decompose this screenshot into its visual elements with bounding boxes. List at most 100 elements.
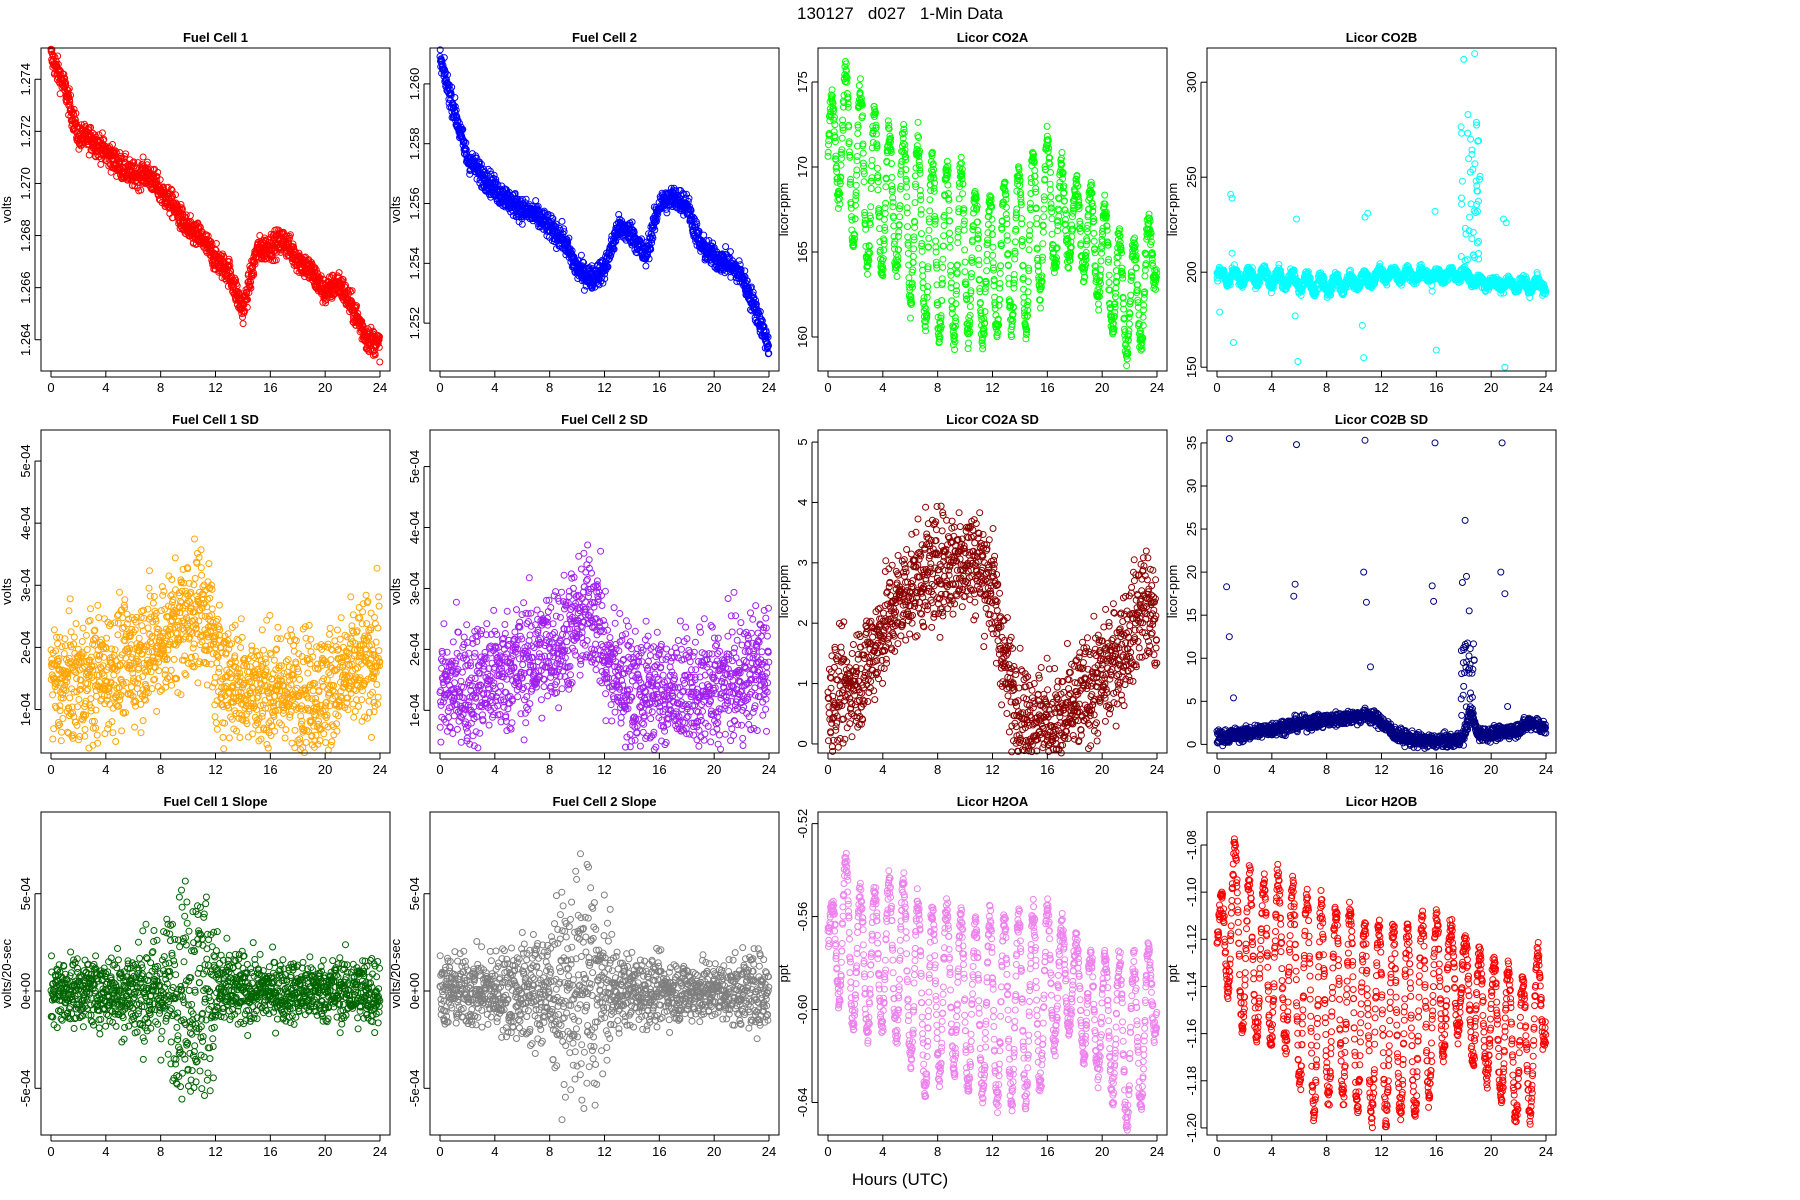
data-point: [522, 195, 530, 203]
x-tick-label: 24: [1150, 380, 1164, 395]
data-point: [968, 270, 975, 277]
data-point: [983, 257, 991, 265]
x-axis: 0 4 8 12 16 20 24: [47, 371, 387, 395]
data-point: [975, 261, 983, 269]
x-tick-label: 0: [824, 380, 831, 395]
data-point: [122, 150, 130, 158]
y-tick-label: 1.272: [18, 115, 33, 148]
data-point: [1141, 272, 1149, 280]
data-point: [1018, 242, 1026, 250]
x-tick-label: 24: [373, 380, 387, 395]
data-point: [66, 98, 74, 106]
y-tick-label: 170: [795, 156, 810, 178]
data-point: [964, 345, 972, 353]
data-point: [867, 185, 875, 192]
data-point: [959, 190, 967, 198]
y-tick-label: 1.270: [18, 167, 33, 200]
data-point: [893, 273, 901, 280]
x-tick-label: 12: [208, 380, 222, 395]
y-tick-label: 1.258: [407, 127, 422, 160]
data-point: [838, 134, 846, 142]
data-point: [67, 105, 75, 112]
data-point: [178, 204, 186, 212]
data-point: [143, 158, 151, 166]
data-point: [914, 118, 922, 126]
y-axis-label: licor-ppm: [776, 183, 791, 236]
data-point: [919, 272, 927, 280]
data-point: [147, 165, 155, 173]
data-point: [1058, 149, 1066, 156]
data-point: [156, 176, 164, 184]
data-point: [882, 183, 890, 191]
data-point: [1095, 300, 1102, 308]
data-point: [903, 193, 911, 201]
data-point: [996, 269, 1004, 277]
y-tick-label: 1.252: [407, 307, 422, 340]
data-point: [54, 52, 62, 60]
data-point: [1123, 362, 1131, 370]
x-tick-label: 12: [985, 380, 999, 395]
data-point: [831, 121, 839, 129]
data-point: [1037, 304, 1044, 312]
data-point: [98, 129, 106, 137]
data-points: [47, 45, 384, 366]
data-point: [1097, 257, 1105, 265]
data-point: [917, 206, 925, 214]
data-point: [940, 222, 948, 229]
data-point: [989, 251, 997, 259]
plot-frame: [429, 47, 780, 372]
data-point: [1048, 215, 1056, 223]
x-tick-label: 4: [102, 380, 109, 395]
data-point: [1090, 229, 1098, 237]
data-point: [856, 75, 864, 83]
data-point: [172, 191, 179, 199]
data-point: [1024, 298, 1032, 305]
data-point: [996, 296, 1004, 303]
data-point: [1062, 210, 1070, 218]
data-point: [939, 255, 947, 263]
data-point: [939, 242, 947, 250]
data-point: [855, 82, 863, 89]
data-point: [1031, 178, 1039, 186]
y-tick-label: 165: [795, 241, 810, 263]
data-point: [112, 148, 120, 156]
x-tick-label: 20: [707, 380, 721, 395]
x-tick-label: 0: [47, 380, 54, 395]
data-point: [239, 320, 247, 328]
data-point: [881, 210, 889, 217]
data-point: [1152, 285, 1160, 293]
y-tick-label: 160: [795, 326, 810, 348]
data-point: [1024, 278, 1032, 286]
data-point: [111, 147, 119, 155]
data-point: [1039, 240, 1047, 248]
data-point: [60, 70, 68, 78]
data-point: [896, 213, 904, 221]
data-point: [1032, 185, 1040, 193]
panel-title: Fuel Cell 2: [572, 30, 637, 45]
x-tick-label: 0: [436, 380, 443, 395]
data-point: [137, 186, 145, 194]
data-point: [139, 153, 147, 161]
y-tick-label: 1.264: [18, 323, 33, 356]
data-point: [143, 161, 151, 169]
data-point: [868, 156, 876, 164]
data-point: [239, 313, 246, 321]
data-point: [167, 185, 175, 193]
panel-title: Fuel Cell 1: [183, 30, 248, 45]
data-point: [1025, 246, 1033, 254]
y-axis-label: licor-ppm: [1165, 183, 1180, 236]
data-point: [852, 181, 860, 189]
x-tick-label: 8: [934, 380, 941, 395]
data-point: [1127, 291, 1135, 299]
data-point: [109, 141, 116, 148]
data-point: [1039, 228, 1047, 236]
data-points: [436, 46, 773, 358]
data-point: [946, 236, 954, 244]
data-point: [700, 231, 708, 239]
